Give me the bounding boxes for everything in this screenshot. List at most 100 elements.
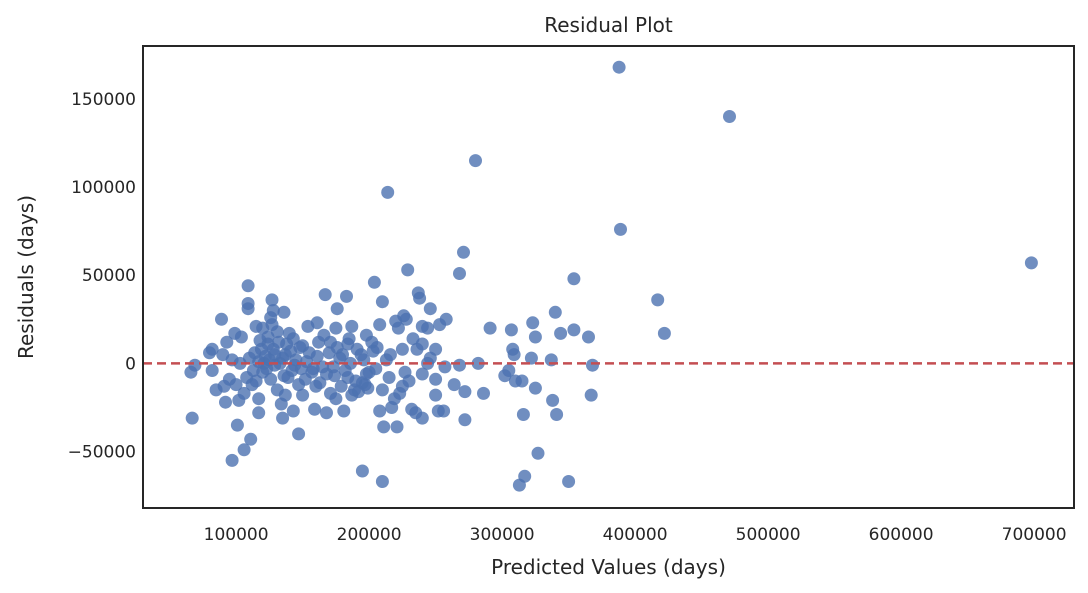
data-point-0-169 <box>244 432 258 446</box>
data-point-0-75 <box>203 346 216 360</box>
data-point-0-175 <box>375 475 389 488</box>
data-point-0-216 <box>382 371 396 384</box>
data-point-0-32 <box>373 318 387 332</box>
y-tick-label-50000: 50000 <box>82 266 136 286</box>
x-tick-label-400000: 400000 <box>603 525 668 545</box>
data-point-0-215 <box>369 362 383 376</box>
data-point-0-205 <box>261 337 275 351</box>
data-point-0-4 <box>614 222 627 236</box>
data-point-0-198 <box>361 381 375 395</box>
data-point-0-214 <box>350 342 364 356</box>
data-point-0-165 <box>584 388 598 402</box>
points-layer <box>184 60 1038 492</box>
data-point-0-13 <box>318 288 332 302</box>
data-point-0-48 <box>528 330 542 344</box>
data-point-0-218 <box>415 367 429 381</box>
data-point-0-34 <box>329 321 343 335</box>
data-point-0-14 <box>340 289 353 303</box>
plot-frame <box>142 45 1075 509</box>
data-point-0-166 <box>458 385 472 399</box>
data-point-0-7 <box>401 263 415 277</box>
data-point-0-138 <box>320 406 333 420</box>
data-point-0-204 <box>293 341 307 354</box>
data-point-0-209 <box>240 371 254 384</box>
data-point-0-116 <box>306 362 320 376</box>
data-point-0-167 <box>502 364 516 377</box>
data-point-0-9 <box>567 272 581 286</box>
data-point-0-192 <box>423 351 437 365</box>
data-point-0-162 <box>546 393 560 407</box>
data-point-0-27 <box>215 312 228 326</box>
data-point-0-8 <box>453 267 466 280</box>
data-point-0-53 <box>507 348 521 362</box>
data-point-0-156 <box>429 372 443 386</box>
data-point-0-220 <box>395 379 409 393</box>
data-point-0-78 <box>185 411 199 425</box>
data-point-0-11 <box>241 279 255 293</box>
data-point-0-44 <box>526 316 540 330</box>
data-point-0-172 <box>237 443 251 457</box>
data-point-0-33 <box>345 319 359 333</box>
data-point-0-102 <box>344 356 357 370</box>
data-point-0-177 <box>512 478 526 492</box>
data-point-0-171 <box>292 427 306 441</box>
x-tick-label-200000: 200000 <box>337 525 402 545</box>
data-point-0-77 <box>184 365 198 379</box>
data-point-0-42 <box>504 323 518 337</box>
data-point-0-137 <box>308 402 322 416</box>
data-point-0-179 <box>531 446 545 460</box>
data-point-0-168 <box>230 418 244 432</box>
data-point-0-201 <box>270 325 284 339</box>
data-point-0-148 <box>377 420 391 434</box>
data-point-0-56 <box>586 358 599 372</box>
data-point-0-30 <box>399 312 413 326</box>
data-point-0-20 <box>548 305 562 319</box>
data-point-0-38 <box>391 321 405 335</box>
y-axis-label: Residuals (days) <box>14 195 38 359</box>
data-point-0-58 <box>453 358 466 372</box>
y-tick-label-100000: 100000 <box>71 178 136 198</box>
data-point-0-219 <box>385 401 399 414</box>
data-point-0-173 <box>225 453 239 467</box>
data-point-0-3 <box>381 185 395 199</box>
data-point-0-153 <box>458 413 472 427</box>
data-point-0-15 <box>651 293 665 307</box>
data-point-0-72 <box>228 326 242 340</box>
data-point-0-183 <box>288 358 302 372</box>
data-point-0-194 <box>281 371 295 384</box>
data-point-0-195 <box>309 379 323 393</box>
x-tick-label-100000: 100000 <box>204 525 269 545</box>
data-point-0-189 <box>383 348 397 362</box>
y-tick-label--50000: −50000 <box>68 443 136 463</box>
data-point-0-6 <box>457 245 470 259</box>
data-point-0-206 <box>268 348 282 362</box>
data-point-0-213 <box>336 348 349 362</box>
data-point-0-223 <box>278 388 292 402</box>
data-point-0-1 <box>723 110 736 123</box>
data-point-0-45 <box>657 326 671 340</box>
data-point-0-65 <box>310 316 324 330</box>
data-point-0-73 <box>220 335 234 349</box>
x-axis-ticks: 100000 200000 300000 400000 500000 600000 7000… <box>204 525 1067 545</box>
data-point-0-164 <box>550 408 564 421</box>
data-point-0-142 <box>375 383 389 397</box>
x-tick-label-500000: 500000 <box>736 525 801 545</box>
chart-title: Residual Plot <box>544 13 673 37</box>
data-point-0-24 <box>330 302 344 316</box>
x-tick-label-600000: 600000 <box>869 525 934 545</box>
data-point-0-190 <box>395 342 409 356</box>
data-point-0-79 <box>205 364 219 377</box>
y-tick-label-0: 0 <box>125 354 136 374</box>
y-tick-label-150000: 150000 <box>71 90 136 110</box>
data-point-0-25 <box>423 302 437 316</box>
data-point-0-10 <box>367 275 381 289</box>
data-point-0-154 <box>429 388 443 402</box>
data-point-0-57 <box>471 356 485 370</box>
y-axis-ticks: −50000 0 50000 100000 150000 <box>68 90 136 463</box>
data-point-0-149 <box>373 404 387 418</box>
data-point-0-23 <box>277 305 291 319</box>
data-point-0-134 <box>252 406 266 420</box>
data-point-0-46 <box>582 330 595 344</box>
